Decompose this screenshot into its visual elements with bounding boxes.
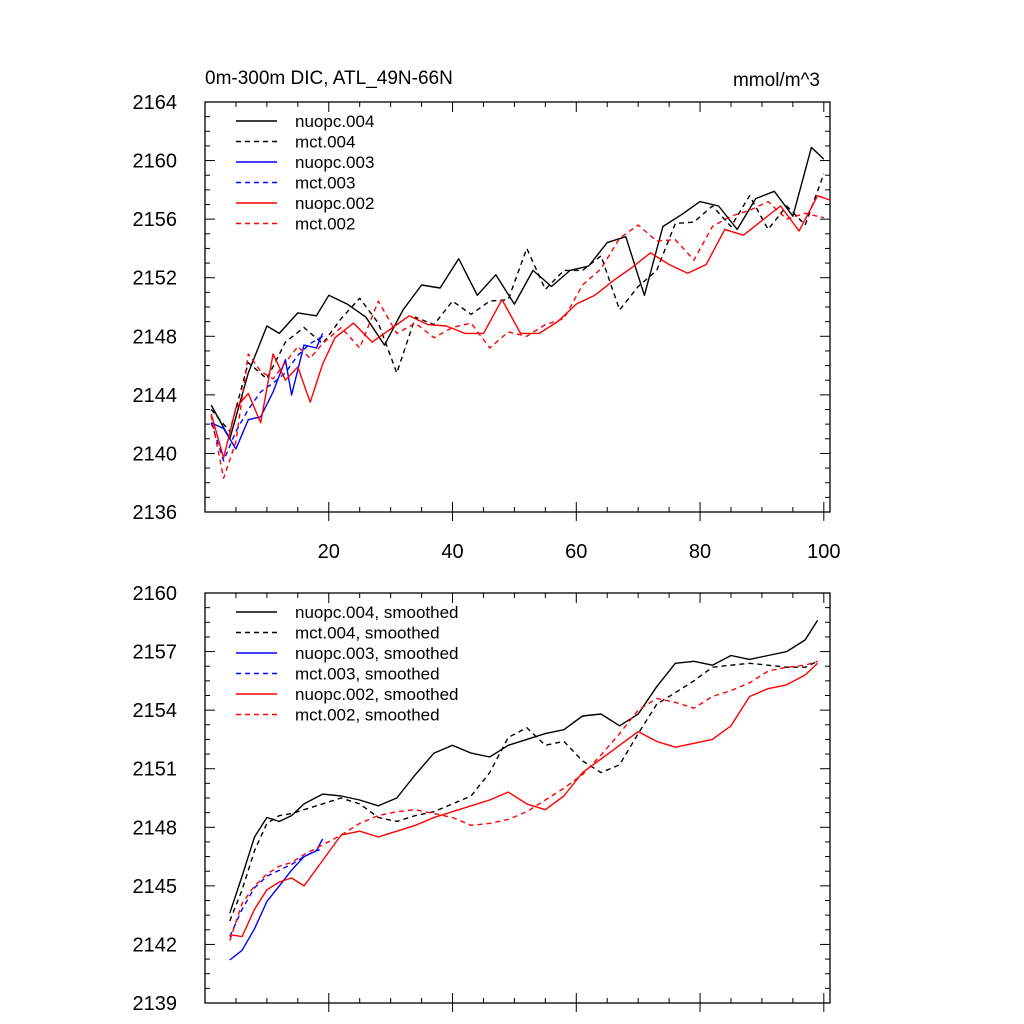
bottom-y-tick-label: 2157 xyxy=(133,642,178,664)
top-series-5 xyxy=(210,200,824,479)
bottom-series-3 xyxy=(229,848,323,937)
top-panel: 0m-300m DIC, ATL_49N-66N mmol/m^3 20 40 60… xyxy=(133,68,841,563)
top-axes: 20 40 60 80 100 2136 2140 2144 2148 2152 2156 2160 2… xyxy=(133,92,841,563)
bottom-legend-label: mct.002, smoothed xyxy=(295,706,440,725)
top-title: 0m-300m DIC, ATL_49N-66N xyxy=(205,68,453,89)
bottom-series xyxy=(229,619,819,961)
bottom-y-tick-label: 2154 xyxy=(133,700,178,722)
bottom-y-tick-label: 2142 xyxy=(133,934,178,956)
bottom-legend-label: nuopc.004, smoothed xyxy=(295,603,459,622)
top-series xyxy=(210,146,831,479)
bottom-panel: 2139 2142 2145 2148 2151 2154 2157 2160 nuopc.0… xyxy=(133,583,831,1015)
bottom-legend-label: mct.004, smoothed xyxy=(295,624,440,643)
bottom-series-0 xyxy=(229,619,819,914)
bottom-y-tick-label: 2151 xyxy=(133,759,178,781)
top-x-tick-label: 80 xyxy=(689,541,711,563)
bottom-axes: 2139 2142 2145 2148 2151 2154 2157 2160 xyxy=(133,583,830,1015)
top-y-tick-label: 2148 xyxy=(133,326,178,348)
top-series-1 xyxy=(210,173,825,433)
top-series-4 xyxy=(210,194,831,459)
top-units: mmol/m^3 xyxy=(733,70,820,91)
top-legend-label: nuopc.004 xyxy=(295,112,374,131)
bottom-legend-label: nuopc.002, smoothed xyxy=(295,685,459,704)
bottom-legend-label: nuopc.003, smoothed xyxy=(295,644,459,663)
bottom-series-2 xyxy=(229,838,324,961)
top-legend-label: nuopc.002 xyxy=(295,194,374,213)
top-series-2 xyxy=(210,333,324,450)
bottom-legend-label: mct.003, smoothed xyxy=(295,665,440,684)
top-y-tick-label: 2144 xyxy=(133,385,178,407)
bottom-y-tick-label: 2139 xyxy=(133,993,178,1015)
top-y-tick-label: 2136 xyxy=(133,502,178,524)
top-y-tick-label: 2140 xyxy=(133,443,178,465)
bottom-y-tick-label: 2148 xyxy=(133,817,178,839)
top-legend-label: mct.004 xyxy=(295,133,355,152)
top-legend-label: nuopc.003 xyxy=(295,153,374,172)
top-x-tick-label: 40 xyxy=(441,541,463,563)
top-y-tick-label: 2160 xyxy=(133,151,178,173)
top-legend-label: mct.002 xyxy=(295,215,355,234)
top-x-tick-label: 100 xyxy=(807,541,840,563)
bottom-series-4 xyxy=(229,662,819,938)
bottom-y-tick-label: 2160 xyxy=(133,583,178,605)
top-x-tick-label: 60 xyxy=(565,541,587,563)
bottom-series-5 xyxy=(229,660,818,941)
top-y-tick-label: 2156 xyxy=(133,209,178,231)
top-y-tick-label: 2152 xyxy=(133,268,178,290)
bottom-y-tick-label: 2145 xyxy=(133,876,178,898)
top-x-tick-label: 20 xyxy=(318,541,340,563)
top-legend-label: mct.003 xyxy=(295,174,355,193)
top-series-0 xyxy=(210,146,825,440)
top-y-tick-label: 2164 xyxy=(133,92,178,114)
